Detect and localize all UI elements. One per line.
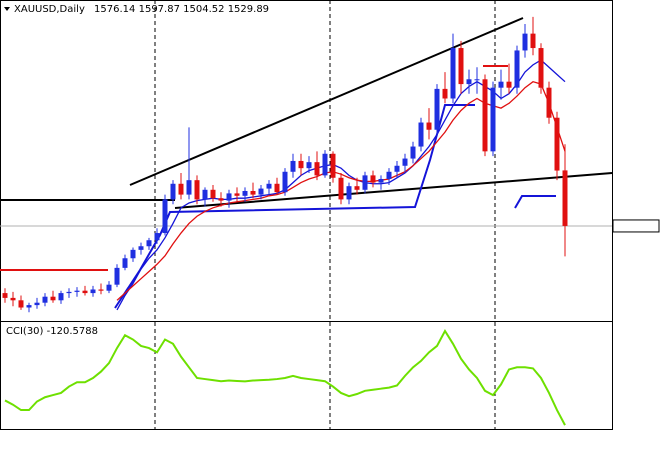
candle-body: [410, 146, 416, 159]
candle-body: [498, 81, 504, 88]
candle-body: [434, 88, 440, 130]
candle-body: [442, 88, 448, 99]
candle-body: [338, 177, 344, 200]
candle-body: [370, 175, 376, 183]
candle-body: [18, 300, 24, 308]
candle-body: [538, 48, 544, 88]
candle-body: [562, 170, 568, 226]
candle-body: [322, 153, 328, 176]
candle-body: [306, 162, 312, 169]
candle-body: [218, 198, 224, 201]
candle-body: [314, 162, 320, 176]
indicator-line: [4, 328, 566, 426]
trend-line: [174, 172, 613, 209]
channel-line: [114, 104, 475, 309]
candle-body: [274, 183, 280, 193]
candle-body: [162, 199, 168, 234]
candle-body: [330, 153, 336, 178]
candle-body: [346, 186, 352, 200]
labels: XAUUSD,Daily 1576.14 1597.87 1504.52 152…: [4, 4, 269, 337]
candle-body: [546, 87, 552, 118]
candle-body: [90, 289, 96, 294]
candle-body: [418, 122, 424, 147]
candle-body: [402, 158, 408, 166]
candle-body: [514, 50, 520, 88]
candle-body: [138, 246, 144, 250]
candle-body: [202, 189, 208, 200]
high: 1597.87: [139, 4, 180, 15]
candle-body: [522, 33, 528, 51]
candle-body: [82, 290, 88, 294]
candle-body: [258, 188, 264, 195]
channel-line: [514, 195, 556, 209]
candle-body: [106, 284, 112, 291]
candle-body: [426, 122, 432, 130]
low: 1504.52: [183, 4, 224, 15]
candle-body: [298, 160, 304, 169]
frame: [0, 0, 613, 430]
trend-line: [129, 17, 524, 186]
candle-body: [42, 296, 48, 303]
candle-body: [474, 79, 480, 81]
candle-body: [362, 175, 368, 190]
candle-body: [226, 193, 232, 201]
indicator-name: CCI(30): [6, 326, 44, 337]
candle-body: [178, 183, 184, 195]
candle-body: [554, 117, 560, 171]
close: 1529.89: [228, 4, 269, 15]
indicator-header: CCI(30) -120.5788: [6, 326, 98, 337]
candle-body: [458, 48, 464, 85]
candle-body: [378, 178, 384, 183]
marks: [2, 16, 660, 426]
candle-body: [130, 249, 136, 259]
candle-body: [170, 183, 176, 200]
drawings: [0, 0, 613, 430]
candle-body: [58, 293, 64, 301]
candle-body: [114, 267, 120, 285]
candle-body: [490, 87, 496, 152]
candle-body: [210, 189, 216, 199]
menu-arrow: [4, 7, 10, 11]
candle-body: [98, 289, 104, 291]
candle-body: [386, 171, 392, 179]
current-price-box: [612, 219, 660, 233]
candle-body: [450, 48, 456, 99]
candle-body: [122, 258, 128, 268]
candle-body: [394, 165, 400, 172]
moving-average: [116, 59, 566, 311]
candle-body: [74, 290, 80, 292]
candle-body: [530, 33, 536, 49]
candle-body: [250, 190, 256, 195]
candle-body: [10, 297, 16, 301]
indicator-value: -120.5788: [47, 326, 98, 337]
candle-body: [154, 233, 160, 241]
candle-body: [282, 171, 288, 193]
candle-body: [146, 240, 152, 247]
symbol: XAUUSD,Daily: [14, 4, 85, 15]
candle-body: [2, 293, 8, 298]
candle-body: [482, 79, 488, 152]
candle-body: [506, 81, 512, 88]
candle-body: [354, 186, 360, 190]
candle-body: [242, 190, 248, 196]
candle-body: [186, 180, 192, 195]
candle-body: [466, 79, 472, 85]
candle-body: [50, 296, 56, 301]
price-header: XAUUSD,Daily 1576.14 1597.87 1504.52 152…: [14, 4, 269, 15]
candle-body: [234, 193, 240, 196]
candle-body: [26, 305, 32, 308]
open: 1576.14: [94, 4, 135, 15]
candle-body: [66, 291, 72, 294]
candle-body: [194, 180, 200, 200]
candle-body: [34, 302, 40, 306]
candle-body: [290, 160, 296, 172]
candle-body: [266, 183, 272, 189]
